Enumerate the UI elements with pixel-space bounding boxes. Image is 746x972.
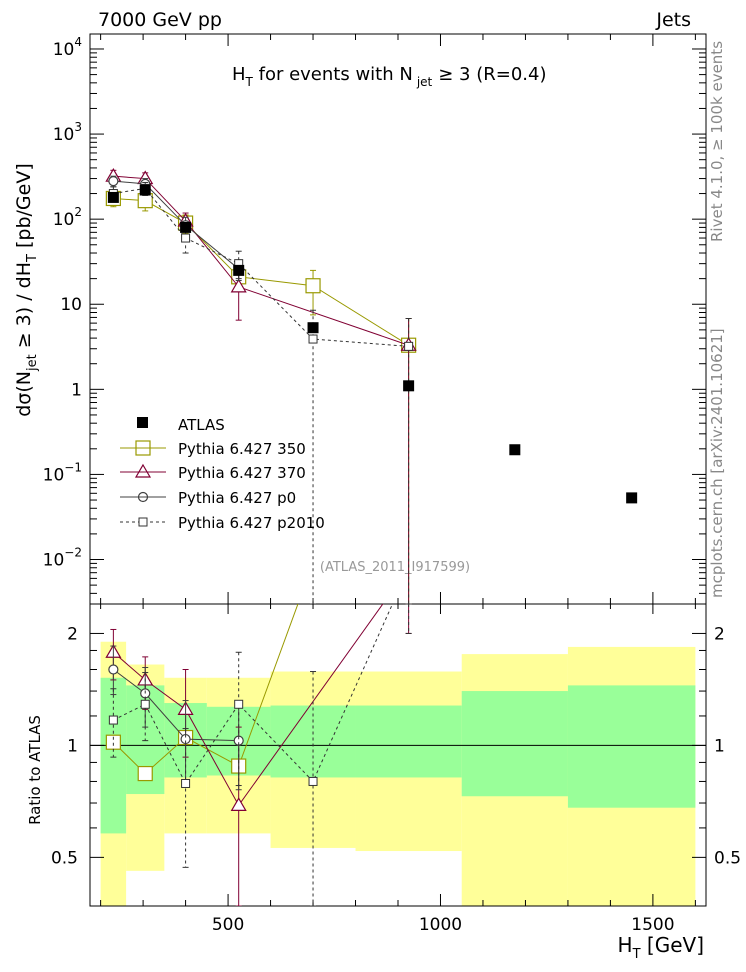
- legend-350-marker: [135, 440, 151, 456]
- ratio-tick-label-right-0: 2: [714, 624, 725, 644]
- atlas-point-4: [307, 322, 319, 334]
- atlas-point-5: [403, 380, 415, 392]
- atlas-point-7: [626, 492, 638, 504]
- atlas-point-0: [107, 191, 119, 203]
- atlas-point-1: [139, 184, 151, 196]
- x-tick-label-1: 1000: [419, 915, 462, 935]
- ratio-3-point-3: [234, 699, 244, 709]
- ratio-tick-label-right-1: 1: [714, 736, 725, 756]
- x-tick-label-2: 1500: [631, 915, 674, 935]
- y-tick-label-4: 1: [71, 380, 82, 400]
- ratio-y-axis-label: Ratio to ATLAS: [26, 715, 44, 825]
- y-tick-label-5: 10−1: [43, 460, 82, 485]
- y-axis-label: dσ(Njet ≥ 3) / dHT [pb/GeV]: [13, 163, 40, 417]
- ratio-tick-label-0: 2: [67, 624, 78, 644]
- legend-atlas-label: ATLAS: [178, 416, 225, 434]
- x-axis-label: HT [GeV]: [618, 933, 704, 962]
- ratio-3-errorbar-4: [310, 671, 317, 906]
- series-2-point-0: [108, 176, 119, 187]
- series-3-point-2: [181, 233, 191, 243]
- main-series: [105, 167, 638, 604]
- legend-p0-marker: [137, 491, 149, 503]
- y-tick-label-0: 104: [53, 35, 82, 60]
- y-tick-label-2: 102: [53, 205, 82, 230]
- series-line-1: [113, 175, 409, 346]
- atlas-point-6: [509, 444, 521, 456]
- ratio-series: [105, 604, 412, 906]
- ratio-1-point-3: [230, 797, 247, 811]
- legend-p2010-label: Pythia 6.427 p2010: [178, 514, 325, 532]
- x-tick-label-0: 500: [212, 915, 244, 935]
- ratio-0-point-1: [137, 765, 153, 782]
- series-3-errorbar-5: [405, 317, 412, 604]
- series-0-point-4: [305, 278, 321, 294]
- legend-370-marker: [134, 463, 152, 478]
- legend-370-label: Pythia 6.427 370: [178, 464, 306, 482]
- y-tick-label-3: 10: [60, 295, 82, 315]
- ratio-3-errorbar-5: [405, 604, 412, 634]
- ratio-line-2: [113, 669, 239, 742]
- legend-p2010-marker: [138, 517, 148, 527]
- header-right: Jets: [655, 9, 691, 31]
- ratio-uncertainty-bands: [90, 641, 706, 906]
- y-tick-label-1: 103: [53, 120, 82, 145]
- side-label-rivet: Rivet 4.1.0, ≥ 100k events: [708, 41, 726, 242]
- green-band-5: [355, 705, 462, 778]
- atlas-point-3: [233, 264, 245, 276]
- analysis-id: (ATLAS_2011_I917599): [320, 560, 470, 575]
- ratio-tick-label-right-2: 0.5: [714, 848, 741, 868]
- series-line-3: [113, 187, 409, 347]
- ratio-3-point-0: [108, 715, 118, 725]
- atlas-point-2: [180, 221, 192, 233]
- series-line-0: [113, 197, 409, 346]
- ratio-3-errorbar-1: [142, 672, 149, 742]
- legend: ATLAS Pythia 6.427 350 Pythia 6.427 370 …: [120, 416, 325, 532]
- series-line-2: [113, 180, 240, 270]
- header-left: 7000 GeV pp: [98, 9, 222, 31]
- ratio-tick-label-1: 1: [67, 736, 78, 756]
- ratio-3-errorbar-3: [235, 651, 242, 787]
- ratio-2-point-0: [108, 664, 119, 675]
- series-1-point-3: [230, 278, 247, 293]
- ratio-3-point-4: [308, 776, 318, 786]
- ratio-3-errorbar-2: [182, 728, 189, 868]
- legend-p0-label: Pythia 6.427 p0: [178, 489, 296, 507]
- ratio-3-errorbar-0: [110, 688, 117, 758]
- series-3-point-4: [308, 334, 318, 344]
- legend-atlas-marker: [137, 417, 148, 428]
- side-label-mcplots: mcplots.cern.ch [arXiv:2401.10621]: [708, 328, 726, 598]
- series-3-errorbar-4: [310, 309, 317, 604]
- green-band-6: [461, 691, 568, 797]
- green-band-7: [567, 685, 696, 808]
- ratio-3-point-2: [181, 778, 191, 788]
- ratio-3-point-1: [140, 699, 150, 709]
- series-3-point-5: [404, 341, 414, 351]
- ratio-tick-label-2: 0.5: [51, 848, 78, 868]
- y-tick-label-6: 10−2: [43, 546, 82, 571]
- legend-350-label: Pythia 6.427 350: [178, 440, 306, 458]
